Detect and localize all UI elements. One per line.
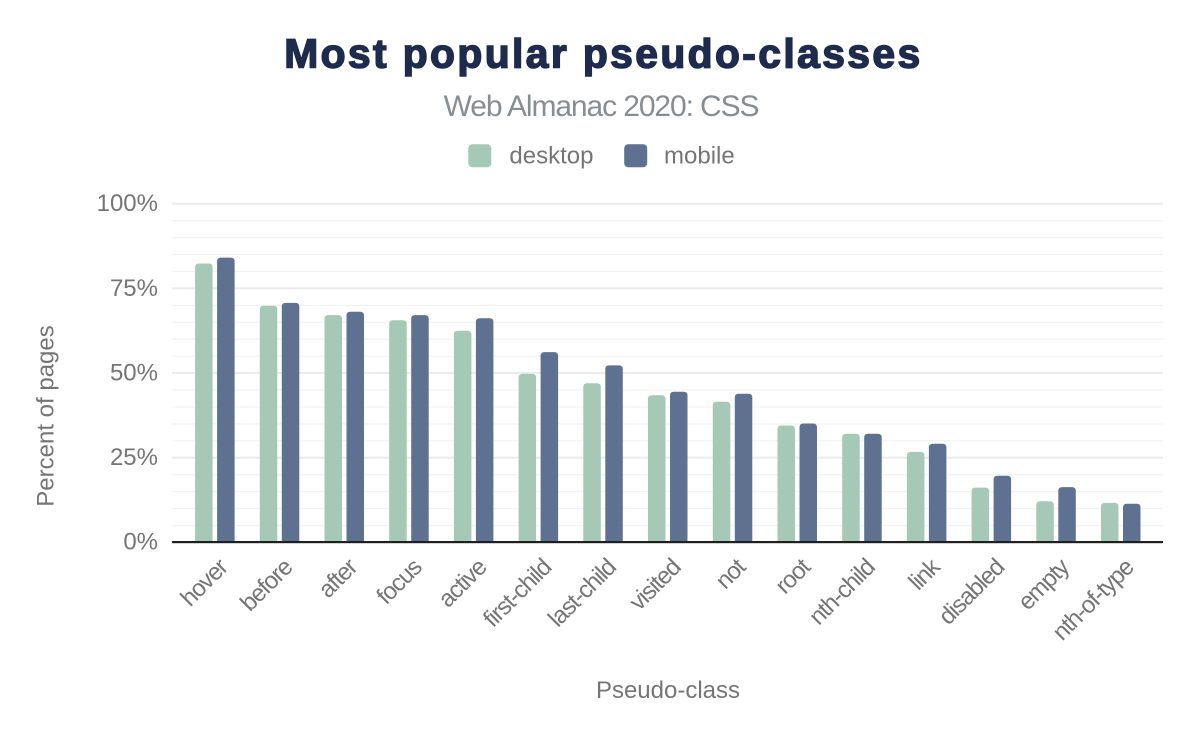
svg-text:desktop: desktop [509, 143, 593, 170]
svg-text:0%: 0% [123, 529, 158, 556]
svg-text:50%: 50% [110, 359, 158, 386]
svg-text:mobile: mobile [664, 143, 735, 170]
svg-text:Most popular pseudo-classes: Most popular pseudo-classes [284, 31, 922, 77]
svg-text:100%: 100% [97, 190, 158, 217]
svg-text:Web Almanac 2020: CSS: Web Almanac 2020: CSS [444, 90, 759, 123]
svg-text:75%: 75% [110, 275, 158, 302]
svg-text:25%: 25% [110, 444, 158, 471]
svg-text:Percent of pages: Percent of pages [32, 325, 59, 506]
svg-text:Pseudo-class: Pseudo-class [596, 677, 740, 704]
